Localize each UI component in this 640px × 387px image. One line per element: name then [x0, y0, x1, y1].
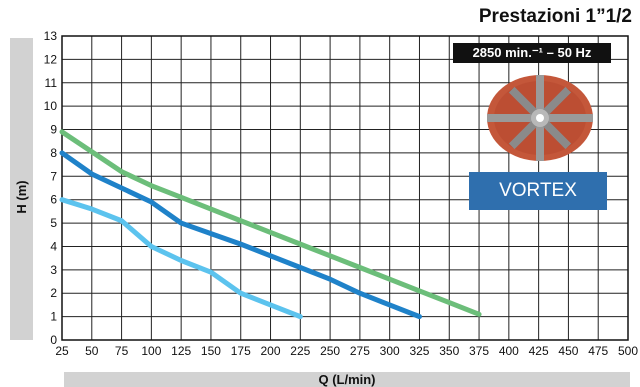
x-axis-label-panel	[64, 372, 630, 387]
y-tick-label: 0	[50, 333, 57, 347]
x-tick-label: 225	[290, 344, 310, 358]
x-tick-label: 175	[231, 344, 251, 358]
x-tick-label: 350	[439, 344, 459, 358]
x-tick-label: 375	[469, 344, 489, 358]
y-tick-label: 3	[50, 263, 57, 277]
series-lines	[59, 129, 482, 320]
speed-badge: 2850 min.⁻¹ – 50 Hz	[453, 43, 611, 63]
y-axis-label-panel	[10, 38, 33, 340]
x-tick-label: 75	[115, 344, 129, 358]
y-tick-label: 11	[45, 76, 58, 90]
x-tick-label: 325	[409, 344, 429, 358]
x-axis-label: Q (L/min)	[318, 372, 375, 387]
x-tick-label: 200	[261, 344, 281, 358]
y-tick-label: 12	[44, 52, 58, 66]
page-title: Prestazioni 1”1/2	[478, 6, 632, 27]
y-tick-label: 8	[50, 146, 57, 160]
y-tick-label: 13	[44, 29, 58, 43]
y-axis-label: H (m)	[14, 180, 29, 213]
x-tick-label: 300	[380, 344, 400, 358]
y-tick-label: 7	[50, 169, 57, 183]
series-line-3	[59, 129, 482, 317]
x-tick-label: 450	[558, 344, 578, 358]
x-tick-label: 100	[141, 344, 161, 358]
x-tick-label: 25	[55, 344, 69, 358]
x-tick-label: 150	[201, 344, 221, 358]
x-tick-label: 50	[85, 344, 99, 358]
plot-frame	[61, 35, 629, 341]
y-tick-label: 10	[44, 99, 58, 113]
x-tick-label: 475	[588, 344, 608, 358]
y-tick-label: 5	[50, 216, 57, 230]
y-tick-label: 4	[50, 239, 57, 253]
x-tick-label: 125	[171, 344, 191, 358]
tick-labels: 25 50 75 100 125 150 175 200 225 250 275 300 325 350 3…	[44, 29, 639, 358]
x-tick-label: 400	[499, 344, 519, 358]
vortex-label: VORTEX	[469, 172, 607, 210]
x-tick-label: 275	[350, 344, 370, 358]
y-tick-label: 6	[50, 193, 57, 207]
x-tick-label: 250	[320, 344, 340, 358]
series-line-2	[59, 150, 422, 320]
x-tick-label: 425	[529, 344, 549, 358]
y-tick-label: 2	[50, 286, 57, 300]
y-tick-label: 1	[50, 310, 57, 324]
series-line-1	[59, 197, 303, 320]
y-tick-label: 9	[50, 123, 57, 137]
x-tick-label: 500	[618, 344, 638, 358]
vortex-impeller-icon	[487, 75, 593, 161]
